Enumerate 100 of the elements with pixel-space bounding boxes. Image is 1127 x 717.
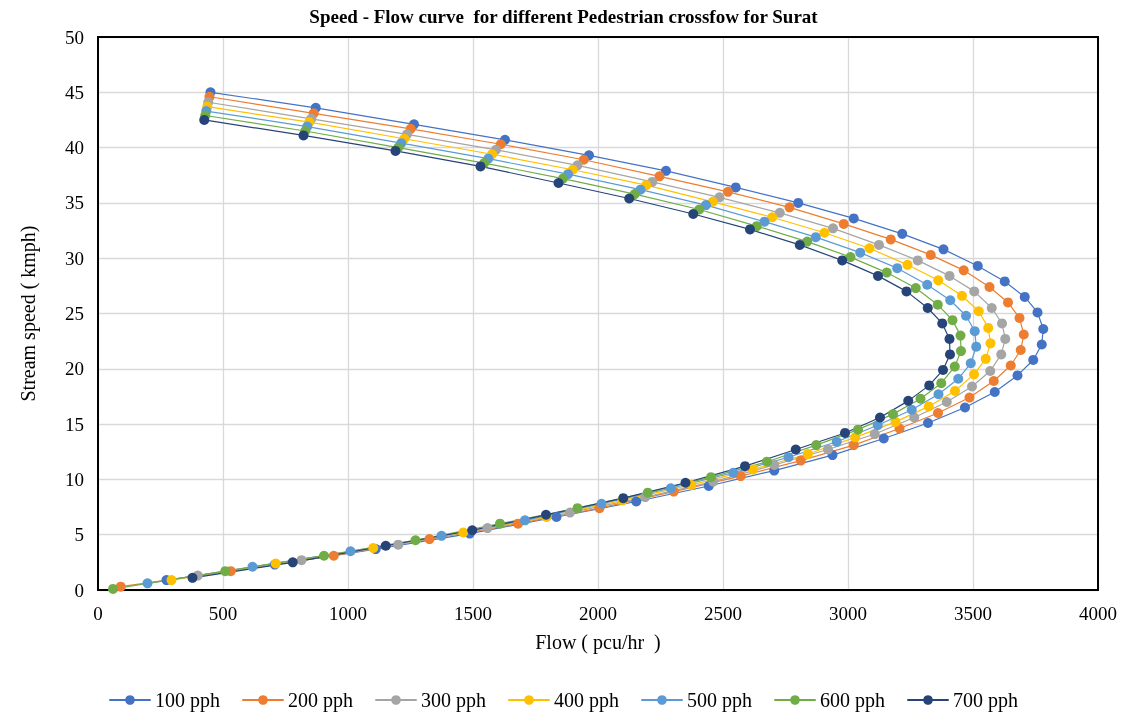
point — [957, 290, 967, 301]
point — [298, 130, 309, 141]
legend-label: 200 pph — [288, 689, 353, 712]
point — [903, 395, 914, 406]
point — [875, 412, 885, 423]
point — [578, 154, 589, 165]
point — [838, 218, 849, 229]
point — [969, 369, 979, 380]
point — [973, 306, 984, 317]
point — [553, 177, 564, 188]
point — [996, 349, 1007, 360]
legend-label: 700 pph — [953, 689, 1018, 712]
point — [572, 503, 583, 514]
point — [482, 523, 493, 534]
point — [922, 302, 933, 313]
point — [740, 461, 750, 472]
y-tick-label: 0 — [74, 579, 84, 601]
point — [759, 216, 770, 227]
point — [187, 572, 198, 583]
point — [458, 527, 469, 538]
legend-label: 400 pph — [554, 689, 619, 712]
point — [855, 247, 866, 258]
point — [983, 322, 994, 333]
point — [933, 408, 943, 419]
chart-title: Speed - Flow curve for different Pedestrian crossfow for Surat — [309, 6, 819, 27]
y-tick-label: 40 — [65, 137, 84, 159]
point — [762, 456, 772, 467]
point — [790, 444, 801, 455]
point — [910, 283, 921, 294]
point — [958, 265, 969, 276]
point — [811, 440, 822, 451]
point — [932, 299, 943, 310]
point — [869, 429, 880, 440]
point — [1038, 323, 1049, 334]
point — [654, 171, 665, 182]
point — [936, 378, 947, 389]
y-tick-label: 50 — [65, 26, 84, 48]
x-axis-title: Flow ( pcu/hr ) — [535, 631, 661, 654]
point — [947, 315, 958, 326]
point — [971, 341, 982, 352]
legend-label: 300 pph — [421, 689, 486, 712]
point — [969, 326, 980, 337]
point — [953, 373, 964, 384]
point — [938, 244, 949, 255]
point — [933, 389, 944, 400]
point — [944, 270, 955, 281]
point — [924, 380, 935, 391]
x-tick-label: 3000 — [829, 603, 867, 624]
point — [631, 496, 642, 507]
point — [1028, 354, 1039, 365]
point — [989, 387, 1000, 398]
point — [878, 433, 889, 444]
point — [964, 392, 975, 403]
legend-label: 500 pph — [687, 689, 752, 712]
x-tick-label: 2000 — [579, 603, 617, 624]
y-tick-label: 15 — [65, 413, 84, 435]
x-tick-label: 1500 — [454, 603, 492, 624]
point — [912, 255, 923, 266]
point — [436, 530, 447, 541]
point — [810, 232, 821, 243]
point — [901, 286, 912, 297]
point — [885, 234, 896, 245]
point — [925, 249, 936, 260]
point — [802, 448, 813, 459]
point — [328, 550, 339, 561]
point — [1015, 345, 1026, 355]
point — [944, 333, 955, 344]
point — [784, 202, 795, 213]
point — [1036, 339, 1047, 350]
point — [853, 424, 863, 435]
point — [923, 418, 933, 428]
point — [874, 239, 884, 250]
x-tick-label: 0 — [93, 603, 103, 624]
point — [393, 539, 404, 550]
point — [767, 212, 778, 223]
point — [624, 193, 635, 204]
y-axis-title: Stream speed ( kmph) — [17, 225, 40, 402]
point — [922, 279, 933, 290]
point — [848, 213, 859, 224]
point — [410, 535, 421, 546]
point — [793, 197, 804, 208]
point — [730, 182, 741, 193]
point — [956, 346, 966, 357]
point — [723, 186, 733, 197]
point — [985, 366, 996, 377]
point — [1019, 291, 1030, 302]
point — [845, 252, 856, 263]
point — [823, 444, 833, 455]
point — [949, 361, 960, 372]
point — [287, 557, 298, 568]
point — [960, 402, 970, 413]
point — [247, 561, 258, 572]
point — [220, 566, 231, 577]
point — [972, 260, 983, 271]
point — [199, 114, 210, 125]
point — [941, 396, 952, 407]
point — [661, 165, 671, 176]
point — [902, 259, 913, 270]
point — [795, 455, 806, 466]
point — [735, 471, 746, 482]
